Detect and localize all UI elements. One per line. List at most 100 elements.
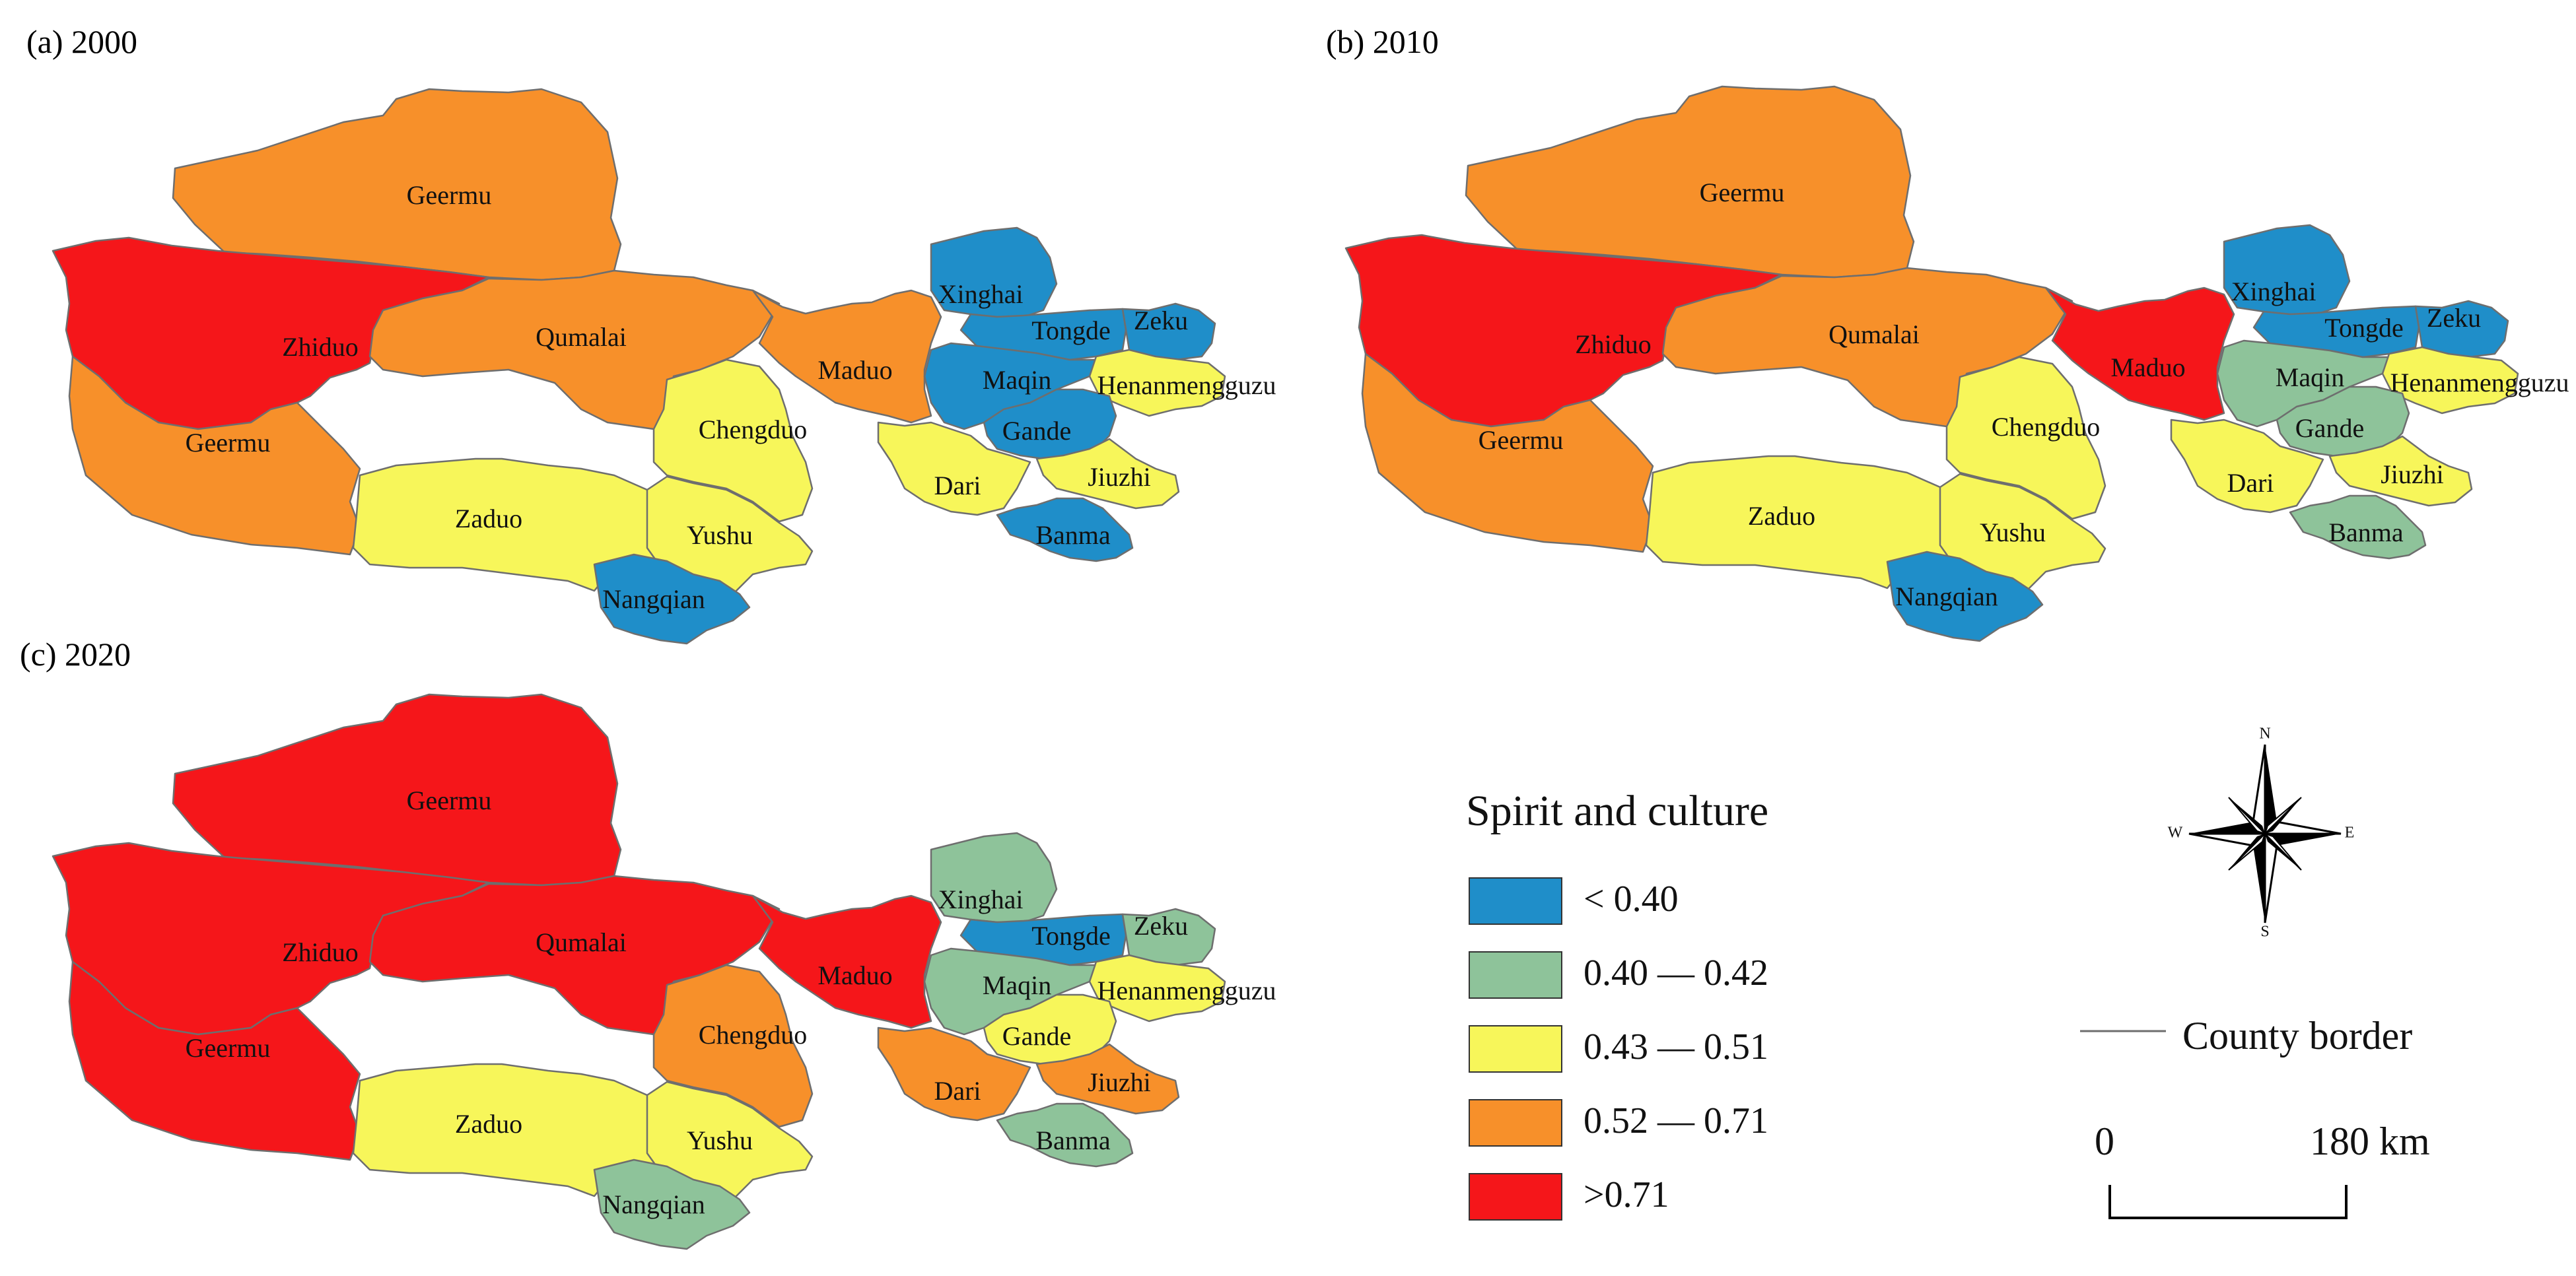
county-geermu-s [1361,353,1654,553]
county-label-tongde: Tongde [1031,316,1110,345]
legend-label-c1: < 0.40 [1584,879,1679,920]
county-label-geermu-n: Geermu [407,180,492,210]
county-label-zhiduo: Zhiduo [282,332,359,362]
county-label-zhiduo: Zhiduo [282,937,359,967]
legend-swatch-c5 [1469,1173,1562,1221]
county-label-zaduo: Zaduo [455,1109,522,1139]
county-label-maqin: Maqin [983,365,1051,395]
county-geermu-n [1465,85,1915,279]
county-label-geermu-n: Geermu [1700,178,1785,207]
legend-swatch-c3 [1469,1025,1562,1073]
county-banma [996,497,1134,562]
county-jiuzhi [2328,435,2473,507]
county-label-henanmengguzu: Henanmengguzu [1097,976,1276,1005]
county-label-nangqian: Nangqian [602,584,705,614]
county-label-jiuzhi: Jiuzhi [1088,462,1151,492]
county-geermu-n [172,88,622,281]
county-xinghai [930,226,1058,318]
county-label-gande: Gande [1002,416,1071,446]
county-xinghai [930,832,1058,923]
county-label-geermu-s: Geermu [1479,425,1564,455]
map-panel-2010: Geermu Zhiduo Geermu Qumalai Zaduo Chengduo Yu… [1344,85,2569,642]
county-label-banma: Banma [1035,1125,1111,1155]
county-xinghai [2223,224,2351,316]
county-label-jiuzhi: Jiuzhi [2381,459,2444,489]
county-chengduo [1945,356,2106,520]
county-label-gande: Gande [1002,1021,1071,1051]
north-arrow-icon: N S E W [2168,725,2355,941]
legend-swatch-c4 [1469,1099,1562,1147]
county-jiuzhi [1035,438,1180,510]
county-jiuzhi [1035,1043,1180,1115]
scale-end-label: 180 km [2310,1120,2430,1163]
county-label-qumalai: Qumalai [536,927,627,957]
county-nangqian [593,553,751,645]
county-geermu-s [68,355,361,556]
county-label-zeku: Zeku [1134,306,1188,335]
county-dari [2170,419,2324,514]
panel-c-title: (c) 2020 [20,636,131,673]
legend-label-c5: >0.71 [1584,1174,1669,1215]
legend-label-c2: 0.40 — 0.42 [1584,953,1768,993]
county-chengduo [652,358,814,523]
county-label-qumalai: Qumalai [1828,319,1920,349]
county-label-dari: Dari [934,1076,981,1106]
county-label-henanmengguzu: Henanmengguzu [2390,368,2569,397]
county-border-label: County border [2182,1014,2412,1058]
county-label-xinghai: Xinghai [938,279,1024,309]
panel-b-title: (b) 2010 [1326,23,1439,60]
county-label-dari: Dari [2227,468,2274,498]
county-label-chengduo: Chengduo [699,1020,807,1050]
county-label-nangqian: Nangqian [1895,582,1998,611]
county-label-chengduo: Chengduo [1992,412,2100,442]
scale-bar [2108,1185,2348,1219]
legend-swatch-c1 [1469,877,1562,925]
legend: Spirit and culture < 0.40 0.40 — 0.42 0.… [1466,787,1768,1221]
county-label-yushu: Yushu [687,1125,753,1155]
county-label-dari: Dari [934,471,981,500]
county-label-zeku: Zeku [2427,303,2481,333]
county-label-jiuzhi: Jiuzhi [1088,1067,1151,1097]
county-gande [983,388,1117,460]
county-label-zhiduo: Zhiduo [1575,329,1652,359]
legend-swatch-c2 [1469,951,1562,999]
county-label-nangqian: Nangqian [602,1190,705,1219]
county-label-geermu-n: Geermu [407,786,492,815]
county-nangqian [593,1158,751,1250]
county-label-yushu: Yushu [687,520,753,550]
county-label-geermu-s: Geermu [186,428,271,457]
county-label-zaduo: Zaduo [1748,501,1815,531]
legend-label-c4: 0.52 — 0.71 [1584,1100,1768,1141]
county-label-geermu-s: Geermu [186,1033,271,1063]
county-label-zeku: Zeku [1134,911,1188,941]
county-dari [877,1026,1031,1122]
county-chengduo [652,964,814,1128]
county-banma [996,1102,1134,1168]
county-gande [2276,386,2410,457]
county-dari [877,421,1031,516]
county-label-banma: Banma [2328,518,2404,547]
county-geermu-n [172,693,622,887]
county-label-maduo: Maduo [2110,353,2185,382]
county-geermu-s [68,960,361,1161]
county-label-gande: Gande [2295,413,2364,443]
county-label-qumalai: Qumalai [536,322,627,352]
map-panel-2000: Geermu Zhiduo Geermu Qumalai Zaduo Chengduo Yu… [52,88,1276,645]
county-label-chengduo: Chengduo [699,415,807,444]
county-label-maqin: Maqin [983,970,1051,1000]
legend-label-c3: 0.43 — 0.51 [1584,1026,1768,1067]
county-label-xinghai: Xinghai [2231,277,2316,306]
county-label-henanmengguzu: Henanmengguzu [1097,370,1276,400]
compass-w: W [2168,824,2183,842]
panel-a-title: (a) 2000 [26,23,137,60]
compass-e: E [2345,824,2355,842]
county-label-yushu: Yushu [1980,518,2046,547]
legend-title: Spirit and culture [1466,787,1768,835]
county-label-zaduo: Zaduo [455,504,522,533]
compass-s: S [2260,923,2269,941]
map-panel-2020: Geermu Zhiduo Geermu Qumalai Zaduo Chengduo Yu… [52,693,1276,1250]
compass-n: N [2259,725,2270,743]
county-label-tongde: Tongde [1031,921,1110,951]
scale-start-label: 0 [2095,1120,2114,1163]
